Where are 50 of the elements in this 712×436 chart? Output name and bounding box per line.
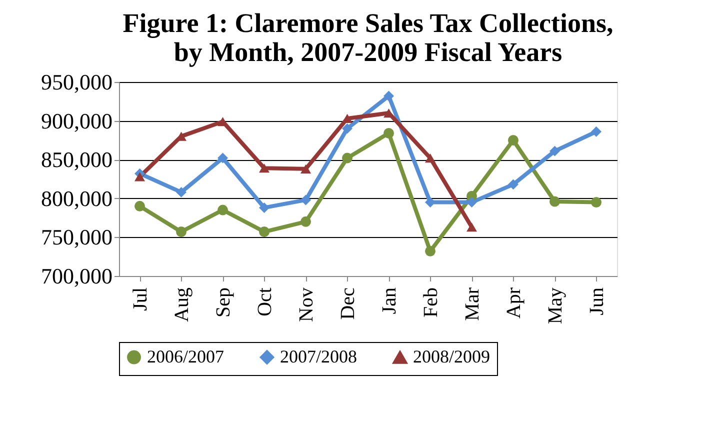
point <box>259 202 270 213</box>
point <box>259 226 270 237</box>
x-tick-label: Jul <box>129 287 152 311</box>
x-tick-label: Nov <box>295 288 318 322</box>
x-tick-label: May <box>544 288 566 324</box>
y-tick-label: 900,000 <box>41 108 112 134</box>
legend-label: 2008/2009 <box>413 346 490 367</box>
point <box>384 128 394 138</box>
chart-title: Figure 1: Claremore Sales Tax Collections, by Month, 2007-2009 Fiscal Years <box>122 8 614 67</box>
point <box>425 246 436 256</box>
x-tick-label: Mar <box>461 287 484 321</box>
legend-label: 2007/2008 <box>280 346 358 366</box>
x-tick-label: Jun <box>586 288 608 316</box>
point <box>425 197 436 208</box>
point <box>300 194 311 206</box>
x-tick-label: Feb <box>420 288 442 318</box>
point <box>508 134 518 146</box>
y-tick-label: 850,000 <box>41 147 112 172</box>
point <box>218 204 228 216</box>
legend-label: 2006/2007 <box>147 346 224 366</box>
point <box>508 179 518 190</box>
x-tick-label: Dec <box>336 287 359 320</box>
y-tick-label: 950,000 <box>41 70 112 94</box>
point <box>134 172 145 182</box>
point <box>300 216 311 227</box>
point <box>259 164 270 173</box>
point <box>466 197 477 208</box>
x-tick-label: Sep <box>212 288 234 318</box>
point <box>550 196 560 207</box>
y-tick-label: 800,000 <box>41 186 112 211</box>
point <box>176 186 186 198</box>
point <box>342 152 352 164</box>
x-tick-label: Aug <box>170 288 193 322</box>
point <box>342 123 352 134</box>
point <box>342 114 352 124</box>
y-tick-label: 700,000 <box>41 264 112 288</box>
x-tick-label: Jan <box>378 288 400 314</box>
point <box>591 126 602 137</box>
point <box>218 152 228 164</box>
point <box>300 164 311 174</box>
x-tick-label: Oct <box>254 287 276 316</box>
point <box>176 226 186 237</box>
point <box>591 197 602 208</box>
x-tick-label: Apr <box>502 287 525 319</box>
point <box>466 222 477 232</box>
point <box>425 154 436 163</box>
point <box>550 146 560 156</box>
y-tick-label: 750,000 <box>41 224 112 250</box>
point <box>134 200 145 212</box>
point <box>384 90 394 102</box>
